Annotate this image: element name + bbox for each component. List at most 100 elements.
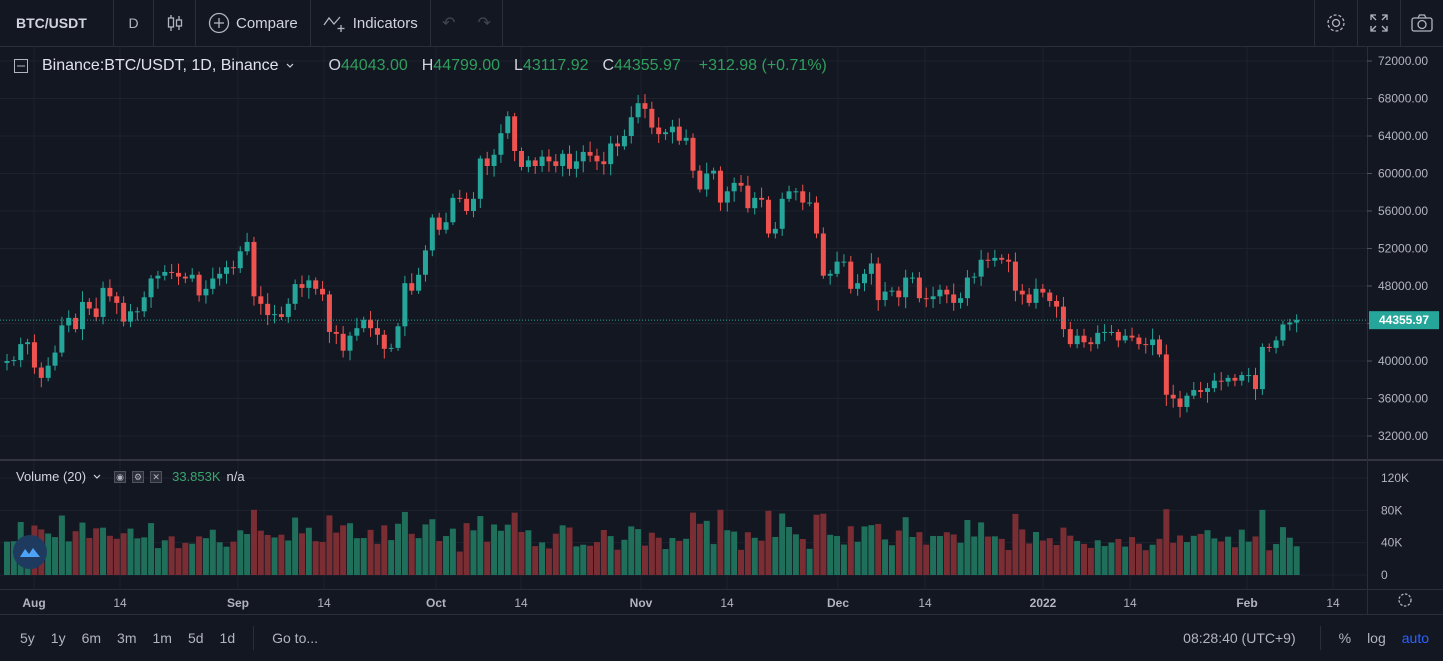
candle-body bbox=[635, 103, 641, 118]
time-axis[interactable]: Aug 14 Sep 14 Oct 14 Nov 14 Dec 14 2022 14 Feb 14 bbox=[22, 596, 1340, 610]
volume-bar bbox=[902, 517, 909, 575]
volume-bar bbox=[449, 528, 456, 575]
volume-bar bbox=[1211, 538, 1218, 575]
volume-bar bbox=[189, 543, 196, 575]
indicators-button[interactable]: Indicators bbox=[311, 0, 431, 47]
time-tick-label: Nov bbox=[630, 596, 653, 610]
volume-bar bbox=[532, 546, 539, 575]
candle-body bbox=[608, 143, 614, 165]
volume-bar bbox=[587, 545, 594, 575]
clock-timezone[interactable]: 08:28:40 (UTC+9) bbox=[1183, 630, 1296, 646]
volume-legend: Volume (20) ◉ ⚙ ✕ 33.853K n/a bbox=[16, 469, 245, 484]
interval-button[interactable]: D bbox=[114, 0, 154, 47]
volume-bar bbox=[662, 549, 669, 575]
indicators-label: Indicators bbox=[352, 14, 418, 32]
range-6m[interactable]: 6m bbox=[81, 630, 102, 646]
range-5y[interactable]: 5y bbox=[20, 630, 35, 646]
volume-bar bbox=[1142, 550, 1149, 575]
high-value: 44799.00 bbox=[433, 57, 501, 74]
volume-bar bbox=[285, 540, 292, 575]
chart-settings-button[interactable] bbox=[1314, 0, 1357, 47]
volume-bar bbox=[1012, 513, 1019, 575]
candle-body bbox=[930, 296, 936, 300]
candle-body bbox=[148, 278, 154, 298]
volume-bar bbox=[1293, 546, 1300, 575]
candle-body bbox=[1170, 394, 1176, 399]
fullscreen-button[interactable] bbox=[1357, 0, 1400, 47]
volume-bar bbox=[1033, 531, 1039, 575]
range-1d[interactable]: 1d bbox=[219, 630, 236, 646]
range-3m[interactable]: 3m bbox=[117, 630, 137, 646]
compare-button[interactable]: Compare bbox=[196, 0, 311, 47]
log-toggle[interactable]: log bbox=[1367, 630, 1386, 646]
symbol-search-button[interactable]: BTC/USDT bbox=[0, 0, 114, 47]
volume-bar bbox=[484, 541, 491, 575]
volume-bar bbox=[635, 529, 642, 575]
volume-bar bbox=[52, 537, 59, 575]
range-5d[interactable]: 5d bbox=[187, 630, 204, 646]
collapse-square-icon[interactable] bbox=[14, 59, 28, 73]
chevron-down-icon[interactable] bbox=[285, 61, 295, 71]
auto-toggle[interactable]: auto bbox=[1401, 630, 1429, 646]
time-tick-label: Feb bbox=[1236, 596, 1257, 610]
candle-body bbox=[676, 126, 682, 141]
snapshot-button[interactable] bbox=[1400, 0, 1443, 47]
volume-bar bbox=[65, 541, 72, 575]
candle-body bbox=[354, 328, 360, 336]
series-title[interactable]: Binance:BTC/USDT, 1D, Binance bbox=[42, 57, 279, 74]
chevron-down-icon[interactable] bbox=[92, 472, 102, 482]
candle-body bbox=[313, 280, 319, 289]
percent-toggle[interactable]: % bbox=[1338, 630, 1352, 646]
gear-icon[interactable]: ⚙ bbox=[132, 470, 145, 483]
candle-body bbox=[820, 233, 826, 276]
axis-settings-button[interactable] bbox=[1398, 593, 1412, 607]
time-tick-label: 14 bbox=[514, 596, 528, 610]
volume-bar bbox=[943, 532, 950, 575]
candle-body bbox=[1033, 288, 1039, 303]
candle-body bbox=[230, 267, 236, 269]
candle-body bbox=[916, 277, 922, 299]
volume-bar bbox=[1177, 535, 1184, 575]
range-1m[interactable]: 1m bbox=[152, 630, 172, 646]
volume-bar bbox=[161, 540, 168, 575]
candle-body bbox=[532, 160, 538, 166]
candle-body bbox=[1102, 331, 1108, 333]
range-1y[interactable]: 1y bbox=[50, 630, 66, 646]
volume-bar bbox=[703, 520, 710, 575]
volume-axis[interactable]: 120K 80K 40K 0 bbox=[1381, 471, 1409, 582]
high-label: H bbox=[421, 57, 434, 74]
candle-body bbox=[59, 325, 65, 353]
logo[interactable] bbox=[13, 535, 47, 569]
candle-body bbox=[114, 296, 120, 303]
candle-body bbox=[1273, 340, 1279, 348]
candle-body bbox=[1074, 335, 1080, 345]
candle-body bbox=[539, 156, 545, 166]
volume-bar bbox=[1081, 543, 1088, 575]
volume-bar bbox=[1163, 509, 1170, 575]
change-value: +312.98 (+0.71%) bbox=[698, 57, 827, 74]
volume-bar bbox=[792, 534, 799, 575]
volume-ma-value: n/a bbox=[226, 469, 245, 484]
volume-title[interactable]: Volume (20) bbox=[16, 469, 87, 484]
volume-bar bbox=[1225, 536, 1232, 575]
candle-body bbox=[169, 271, 175, 273]
candle-body bbox=[834, 261, 840, 274]
candle-body bbox=[196, 274, 202, 296]
close-icon[interactable]: ✕ bbox=[150, 470, 163, 483]
candle-body bbox=[1026, 294, 1032, 303]
eye-icon[interactable]: ◉ bbox=[114, 470, 127, 483]
volume-bar bbox=[895, 530, 902, 575]
volume-bar bbox=[600, 530, 607, 575]
candle-body bbox=[1156, 339, 1162, 355]
goto-button[interactable]: Go to... bbox=[272, 630, 319, 646]
redo-button[interactable]: ↷ bbox=[467, 0, 503, 47]
price-axis[interactable]: 72000.00 68000.00 64000.00 60000.00 56000.00… bbox=[1367, 54, 1428, 443]
chart-type-button[interactable] bbox=[154, 0, 196, 47]
top-toolbar: BTC/USDT D Compare Indicators ↶ ↷ bbox=[0, 0, 1443, 47]
candle-body bbox=[772, 228, 778, 234]
undo-button[interactable]: ↶ bbox=[431, 0, 467, 47]
volume-bar bbox=[216, 542, 223, 575]
price-chart[interactable]: 72000.00 68000.00 64000.00 60000.00 56000.00… bbox=[0, 47, 1443, 614]
candle-body bbox=[45, 365, 51, 378]
price-tick-label: 36000.00 bbox=[1378, 392, 1428, 406]
